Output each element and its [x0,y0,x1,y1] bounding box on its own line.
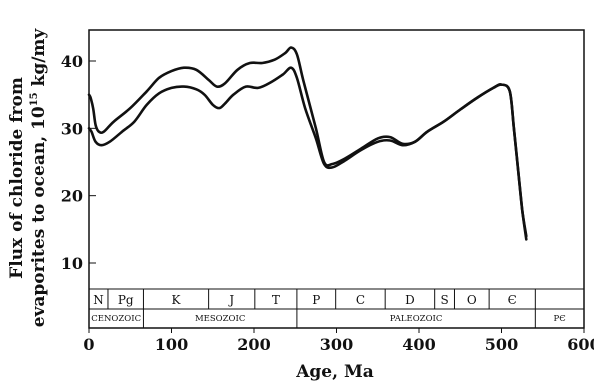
era-label: PALEOZOIC [390,314,443,324]
era-label: PЄ [554,314,566,324]
series-line-lower [87,66,528,241]
x-tick-label: 500 [485,335,518,354]
y-axis-title-exponent: 15 [29,92,40,106]
x-tick-label: 400 [402,335,435,354]
period-label: S [440,293,448,307]
period-label: N [93,293,104,307]
y-tick-label: 10 [61,254,83,273]
period-label: C [356,293,365,307]
era-label: MESOZOIC [195,314,245,324]
period-label: K [172,293,182,307]
period-label: D [405,293,415,307]
y-axis-title: Flux of chloride from evaporites to ocea… [7,28,49,328]
x-tick-label: 300 [320,335,353,354]
y-axis-title-unit: kg/my [29,28,49,93]
x-tick-label: 600 [567,335,594,354]
y-axis-title-line2-text: evaporites to ocean, 10 [29,106,49,327]
x-axis-title: Age, Ma [295,362,374,382]
series-line-upper [87,46,528,238]
y-tick-label: 20 [61,187,83,206]
plot-area: 102030400100200300400500600NPgKJTPCDSOЄC… [61,29,594,354]
x-tick-label: 100 [155,335,188,354]
period-label: O [467,293,477,307]
y-axis-title-line2: evaporites to ocean, 1015 kg/my [29,28,49,328]
era-label: CENOZOIC [91,314,141,324]
period-label: T [272,293,280,307]
period-label: Pg [118,293,134,307]
period-label: Є [508,293,517,307]
y-axis-title-line1: Flux of chloride from [7,77,27,279]
x-tick-label: 0 [83,335,94,354]
period-label: P [312,293,320,307]
period-label: J [227,293,234,307]
x-tick-label: 200 [237,335,270,354]
y-tick-label: 30 [61,119,83,138]
y-tick-label: 40 [61,52,83,71]
